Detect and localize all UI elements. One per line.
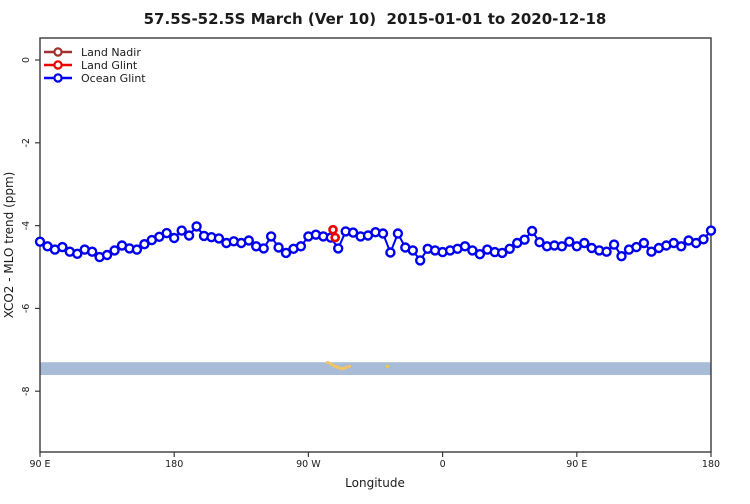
ocean-glint-point [631, 241, 642, 253]
series-layer [34, 221, 717, 266]
legend-label-land-nadir: Land Nadir [81, 46, 141, 59]
land-elevation-dot [344, 365, 348, 369]
ocean-glint-point [392, 228, 404, 239]
land-elevation-dot [340, 367, 344, 371]
ocean-glint-point [608, 239, 620, 250]
ocean-glint-point [168, 232, 180, 244]
ocean-glint-point [213, 233, 225, 244]
ocean-glint-point [161, 227, 172, 239]
legend-item-ocean-glint: Ocean Glint [44, 72, 146, 85]
ocean-glint-point [131, 244, 143, 255]
ocean-glint-point [109, 245, 120, 256]
ocean-glint-point [474, 248, 486, 260]
land-elevation-dot [338, 366, 342, 370]
y-axis-title: XCO2 - MLO trend (ppm) [2, 172, 16, 319]
land-elevation-dots-layer [326, 361, 389, 371]
legend-label-ocean-glint: Ocean Glint [81, 72, 146, 85]
ocean-glint-point [183, 230, 195, 241]
highlight-band [40, 362, 711, 376]
land-glint-marker-icon [53, 60, 63, 70]
ocean-glint-point [556, 241, 568, 252]
land-elevation-dot [385, 364, 389, 368]
ocean-glint-point [579, 237, 590, 249]
ocean-glint-point [243, 235, 255, 246]
ocean-glint-point [705, 225, 717, 236]
ocean-glint-point [534, 236, 545, 248]
ocean-glint-point [616, 251, 627, 262]
x-axis-tick-label: 180 [702, 459, 720, 470]
ocean-glint-point [385, 247, 396, 258]
x-axis-tick-label: 90 E [566, 459, 587, 470]
ocean-glint-point [564, 236, 575, 247]
ocean-glint-point [676, 241, 687, 252]
y-axis-tick-label: -8 [21, 386, 32, 395]
ocean-glint-point [698, 234, 709, 245]
ocean-glint-point [265, 231, 277, 242]
ocean-glint-point [415, 255, 426, 266]
ocean-glint-point [407, 245, 418, 256]
axes-layer: 90 E 180 90 W 0 90 E 180 0 -2 -4 -6 -8 [21, 37, 720, 470]
ocean-glint-point [72, 248, 83, 260]
legend-item-land-nadir: Land Nadir [44, 46, 141, 59]
chart-title: 57.5S-52.5S March (Ver 10) 2015-01-01 to… [144, 10, 607, 28]
land-glint-point [330, 232, 341, 243]
land-elevation-dot [347, 364, 351, 368]
legend: Land Nadir Land Glint Ocean Glint [44, 46, 146, 85]
ocean-glint-point [377, 228, 389, 239]
ocean-glint-point [519, 234, 530, 245]
ocean-glint-point [601, 246, 612, 257]
ocean-glint-point [139, 238, 150, 250]
land-glint-point [328, 224, 338, 235]
ocean-glint-point [295, 241, 307, 252]
legend-label-land-glint: Land Glint [81, 59, 138, 72]
x-axis-tick-label: 90 E [29, 459, 50, 470]
land-elevation-dot [329, 362, 333, 366]
y-axis-tick-label: -2 [21, 138, 32, 147]
land-elevation-dot [333, 364, 337, 368]
ocean-glint-point [280, 247, 292, 259]
x-axis-title: Longitude [345, 476, 405, 490]
y-axis-tick-label: -4 [21, 221, 32, 230]
ocean-glint-point [191, 221, 202, 232]
ocean-glint-point [258, 243, 269, 254]
ocean-glint-point [504, 243, 515, 255]
land-elevation-dot [342, 366, 346, 370]
ocean-glint-marker-icon [53, 73, 63, 83]
land-nadir-marker-icon [53, 47, 63, 57]
y-axis-tick-label: -6 [21, 304, 32, 313]
ocean-glint-point [57, 241, 68, 253]
highlight-band-layer [40, 362, 711, 376]
land-elevation-dot [331, 363, 335, 367]
ocean-glint-point [333, 243, 344, 254]
x-axis-tick-label: 180 [165, 459, 183, 470]
ocean-glint-point [176, 225, 187, 236]
ocean-glint-point [526, 225, 538, 237]
ocean-glint-point [34, 236, 46, 247]
x-axis-tick-label: 90 W [296, 459, 321, 470]
legend-item-land-glint: Land Glint [44, 59, 138, 72]
ocean-glint-point [101, 249, 113, 261]
ocean-glint-point [273, 242, 284, 253]
x-axis-tick-label: 0 [440, 459, 446, 470]
land-elevation-dot [326, 361, 330, 365]
ocean-glint-point [497, 247, 508, 259]
ocean-glint-point [638, 237, 650, 249]
land-elevation-dot [335, 365, 339, 369]
ocean-glint-point [459, 241, 471, 252]
y-axis-tick-label: 0 [21, 57, 32, 63]
ocean-glint-point [86, 246, 98, 257]
